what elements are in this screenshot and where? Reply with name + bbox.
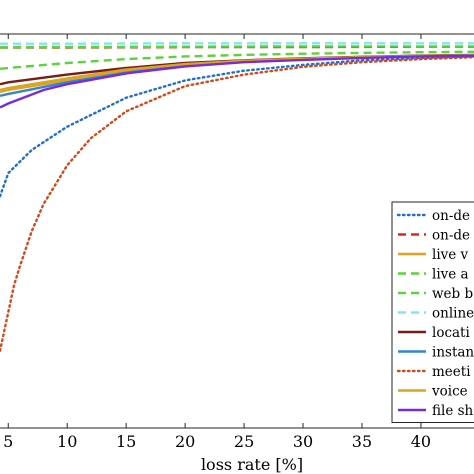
x-tick-label: 35 (352, 432, 372, 451)
x-axis-label: loss rate [%] (201, 455, 303, 474)
x-tick-label: 25 (234, 432, 254, 451)
x-tick-label: 5 (3, 432, 13, 451)
legend-entry: file sh (432, 403, 474, 419)
legend-entry: live v (432, 247, 469, 263)
x-tick-label: 40 (411, 432, 431, 451)
legend-entry: live a (432, 267, 469, 283)
series-line (0, 50, 474, 70)
legend-entry: on-de (432, 208, 470, 224)
x-tick-label: 15 (116, 432, 136, 451)
legend-entry: online (432, 306, 474, 322)
legend-entry: instan (432, 345, 474, 361)
legend: on-de on-de live v live a web b online locati i… (391, 201, 474, 423)
series-line (0, 45, 474, 49)
x-tick-label: 30 (293, 432, 313, 451)
legend-entry: voice (431, 384, 468, 400)
x-tick-label: 10 (57, 432, 77, 451)
legend-entry: on-de (432, 228, 470, 244)
legend-entry: locati (432, 325, 470, 341)
series-line (0, 54, 474, 109)
legend-entry: meeti (432, 364, 471, 380)
x-tick-label: 20 (175, 432, 195, 451)
series-line (0, 55, 474, 198)
series-line (0, 56, 474, 352)
legend-entry: web b (432, 286, 473, 302)
